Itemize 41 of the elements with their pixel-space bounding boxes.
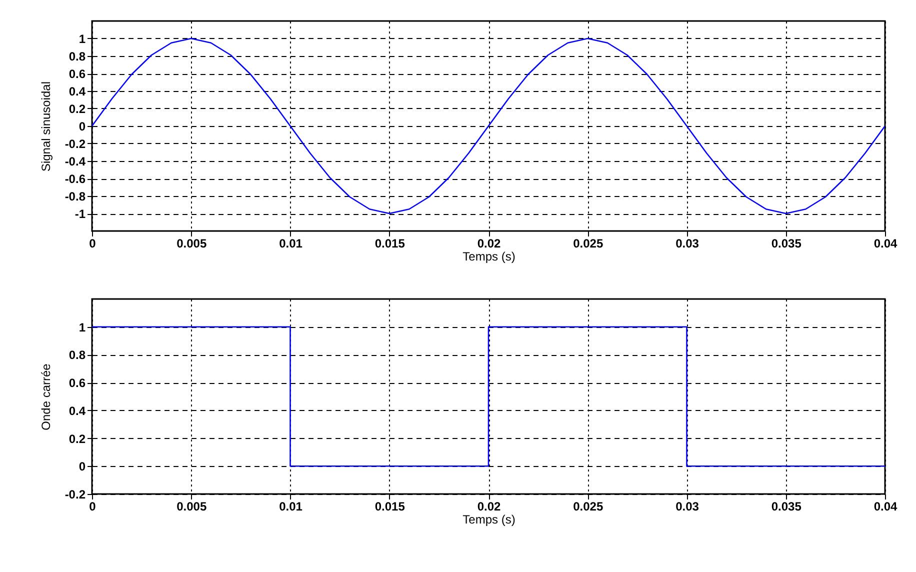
y-tick-label: -1 xyxy=(74,207,86,221)
x-tick-label: 0.005 xyxy=(176,236,207,250)
y-tick-label: 0 xyxy=(78,120,86,134)
y-tick-label: 0.8 xyxy=(68,50,86,64)
x-tick-label: 0.01 xyxy=(279,500,303,514)
x-tick-label: 0.015 xyxy=(374,500,406,514)
y-tick-label: 0.4 xyxy=(68,84,86,98)
x-axis-title: Temps (s) xyxy=(462,250,516,264)
x-tick-label: 0 xyxy=(89,236,96,250)
x-tick-label: 0.03 xyxy=(676,500,700,514)
y-tick-label: 0.6 xyxy=(68,376,86,390)
y-tick-label: -0.2 xyxy=(64,488,86,502)
x-tick-label: 0.01 xyxy=(279,236,303,250)
x-tick-label: 0.03 xyxy=(676,236,700,250)
x-tick-label: 0.02 xyxy=(477,500,501,514)
y-tick-label: 0.2 xyxy=(68,102,86,116)
x-tick-label: 0 xyxy=(89,500,96,514)
x-tick-label: 0.025 xyxy=(573,236,604,250)
y-tick-label: 1 xyxy=(78,320,86,334)
y-tick-label: 0 xyxy=(78,460,86,474)
y-tick-label: -0.4 xyxy=(64,154,86,168)
y-tick-label: -0.8 xyxy=(64,190,86,204)
line-series xyxy=(92,38,885,214)
y-tick-label: 0.2 xyxy=(68,432,86,446)
x-tick-label: 0.02 xyxy=(477,236,501,250)
x-tick-label: 0.04 xyxy=(874,236,898,250)
y-tick-label: 0.8 xyxy=(68,348,86,362)
y-tick-label: -0.2 xyxy=(64,137,86,151)
y-tick-label: 1 xyxy=(78,32,86,46)
y-axis-title: Onde carrée xyxy=(38,363,53,430)
x-tick-label: 0.015 xyxy=(374,236,406,250)
y-axis-title: Signal sinusoidal xyxy=(38,81,53,172)
x-tick-label: 0.035 xyxy=(771,236,802,250)
x-tick-label: 0.005 xyxy=(176,500,207,514)
x-tick-label: 0.035 xyxy=(771,500,802,514)
y-tick-label: -0.6 xyxy=(64,172,86,186)
x-tick-label: 0.025 xyxy=(573,500,604,514)
x-tick-label: 0.04 xyxy=(874,500,898,514)
y-tick-label: 0.6 xyxy=(68,67,86,81)
x-axis-title: Temps (s) xyxy=(462,512,516,526)
y-tick-label: 0.4 xyxy=(68,404,86,418)
